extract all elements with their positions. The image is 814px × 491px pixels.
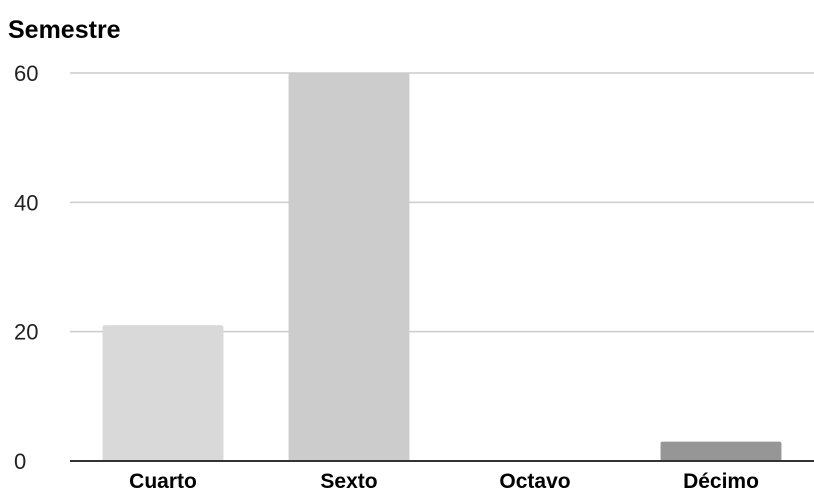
chart-title: Semestre (8, 16, 121, 44)
y-tick-label: 40 (14, 190, 38, 215)
x-axis-ticks: Cuarto Sexto Octavo Décimo (129, 470, 759, 491)
gridlines (70, 72, 814, 333)
y-axis-ticks: 0 20 40 60 (14, 61, 38, 474)
x-tick-label: Octavo (499, 470, 570, 491)
x-tick-label: Sexto (320, 470, 377, 491)
bar-décimo (660, 441, 782, 461)
y-tick-label: 0 (14, 449, 26, 474)
x-tick-label: Décimo (683, 470, 759, 491)
y-tick-label: 60 (14, 61, 38, 86)
x-tick-label: Cuarto (129, 470, 197, 491)
bar-sexto (288, 73, 410, 461)
bars (102, 73, 782, 461)
y-tick-label: 20 (14, 320, 38, 345)
bar-cuarto (102, 325, 224, 461)
